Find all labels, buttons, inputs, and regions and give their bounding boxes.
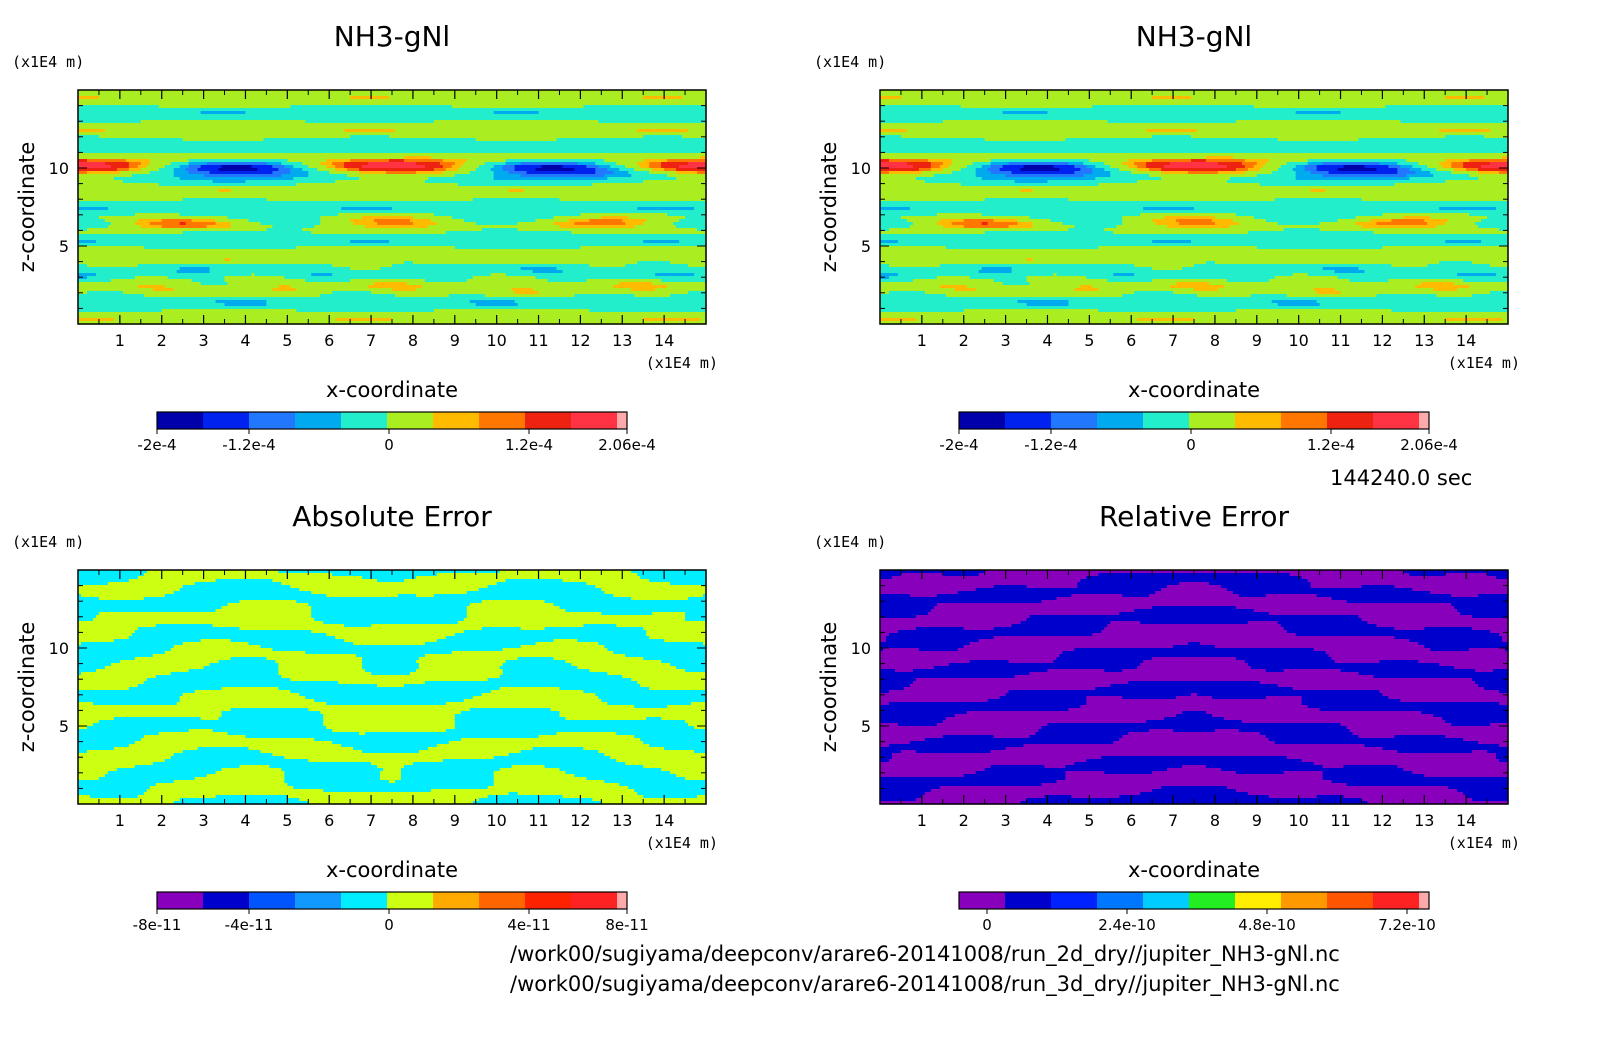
chart-panel-0: NH3-gNl (x1E4 m) 1 2 3 4 5 6 7 8 9 10 11 12 13 14 5 10 (x1… (0, 0, 802, 480)
heatmap-chart-0: NH3-gNl(x1E4 m)1 2 3 4 5 6 7 8 9 10 11 12 13 14510(x1… (0, 0, 802, 480)
y-unit-label: (x1E4 m) (12, 53, 84, 71)
chart-title: NH3-gNl (334, 20, 450, 53)
heatmap-cells (78, 90, 707, 325)
